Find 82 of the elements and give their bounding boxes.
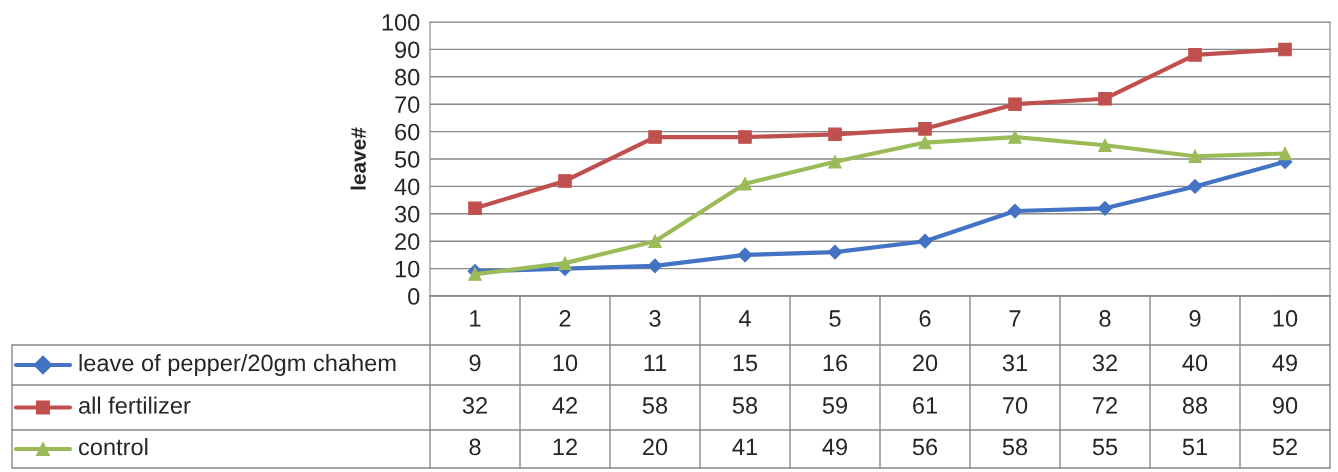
point <box>737 247 753 263</box>
point <box>468 267 482 281</box>
data-label: 59 <box>822 397 848 414</box>
legend-label: leave of pepper/20gm chahem <box>79 354 396 377</box>
data-label: 52 <box>1272 438 1297 456</box>
data-label: 58 <box>1002 438 1028 456</box>
point <box>1008 97 1022 111</box>
point <box>648 130 662 144</box>
point <box>1188 149 1202 164</box>
x-tick-label: 7 <box>1009 310 1021 327</box>
data-label: 40 <box>1182 354 1208 372</box>
data-label: 49 <box>822 438 848 456</box>
x-tick-label: 9 <box>1189 310 1201 327</box>
x-tick-label: 8 <box>1099 310 1111 327</box>
point <box>738 176 752 191</box>
y-tick-label: 10 <box>395 260 420 278</box>
point <box>1008 130 1022 144</box>
y-tick-label: 30 <box>394 205 420 223</box>
data-label: 12 <box>553 438 577 456</box>
point <box>1098 91 1112 106</box>
x-tick-label: 10 <box>1273 310 1298 327</box>
data-label: 31 <box>1002 354 1027 372</box>
x-tick-label: 1 <box>470 310 481 327</box>
y-tick-label: 50 <box>394 151 420 168</box>
x-tick-label: 2 <box>559 310 571 327</box>
y-tick-label: 60 <box>395 123 420 141</box>
x-tick-label: 4 <box>738 310 751 327</box>
x-tick-label: 6 <box>919 310 931 327</box>
point <box>738 130 752 144</box>
point <box>828 127 842 142</box>
legend-label: all fertilizer <box>79 396 191 414</box>
x-tick-label: 3 <box>649 310 661 327</box>
y-tick-label: 100 <box>382 14 420 31</box>
data-label: 32 <box>1092 354 1117 372</box>
point <box>828 154 842 169</box>
data-label: 42 <box>552 397 577 414</box>
y-tick-label: 80 <box>395 68 420 86</box>
y-tick-label: 70 <box>395 96 420 113</box>
data-label: 49 <box>1272 354 1298 372</box>
data-label: 41 <box>732 438 757 456</box>
data-label: 51 <box>1182 438 1207 456</box>
point <box>1098 138 1112 153</box>
point <box>917 233 933 249</box>
point <box>1188 48 1202 62</box>
data-label: 61 <box>913 397 937 414</box>
data-label: 70 <box>1003 397 1028 414</box>
data-label: 16 <box>823 354 848 372</box>
data-label: 15 <box>733 354 758 372</box>
data-label: 9 <box>469 354 481 372</box>
point <box>918 122 932 136</box>
data-label: 32 <box>462 397 487 414</box>
point <box>558 174 572 188</box>
point <box>1097 200 1113 216</box>
data-label: 72 <box>1093 397 1117 414</box>
point <box>558 256 572 270</box>
data-label: 20 <box>643 438 668 456</box>
point <box>468 201 482 216</box>
data-label: 58 <box>642 397 668 414</box>
data-label: 11 <box>644 354 667 372</box>
data-label: 58 <box>732 397 758 414</box>
y-tick-label: 90 <box>395 41 420 59</box>
point <box>918 135 932 150</box>
point <box>647 258 663 274</box>
y-tick-label: 40 <box>394 178 420 196</box>
point <box>1278 42 1292 57</box>
data-label: 8 <box>469 438 481 456</box>
data-label: 10 <box>553 354 578 372</box>
point <box>827 244 843 260</box>
y-tick-label: 0 <box>408 288 420 305</box>
y-axis-title: leave# <box>350 127 366 190</box>
data-label: 20 <box>913 354 938 372</box>
y-tick-label: 20 <box>395 233 420 250</box>
data-label: 90 <box>1272 397 1298 414</box>
point <box>1278 146 1292 161</box>
legend-label: control <box>79 437 148 456</box>
point <box>1007 203 1023 219</box>
data-label: 56 <box>912 438 938 456</box>
x-tick-label: 5 <box>829 310 841 327</box>
data-label: 88 <box>1182 397 1208 414</box>
point <box>1187 179 1203 194</box>
data-label: 55 <box>1092 438 1118 456</box>
point <box>648 234 662 248</box>
